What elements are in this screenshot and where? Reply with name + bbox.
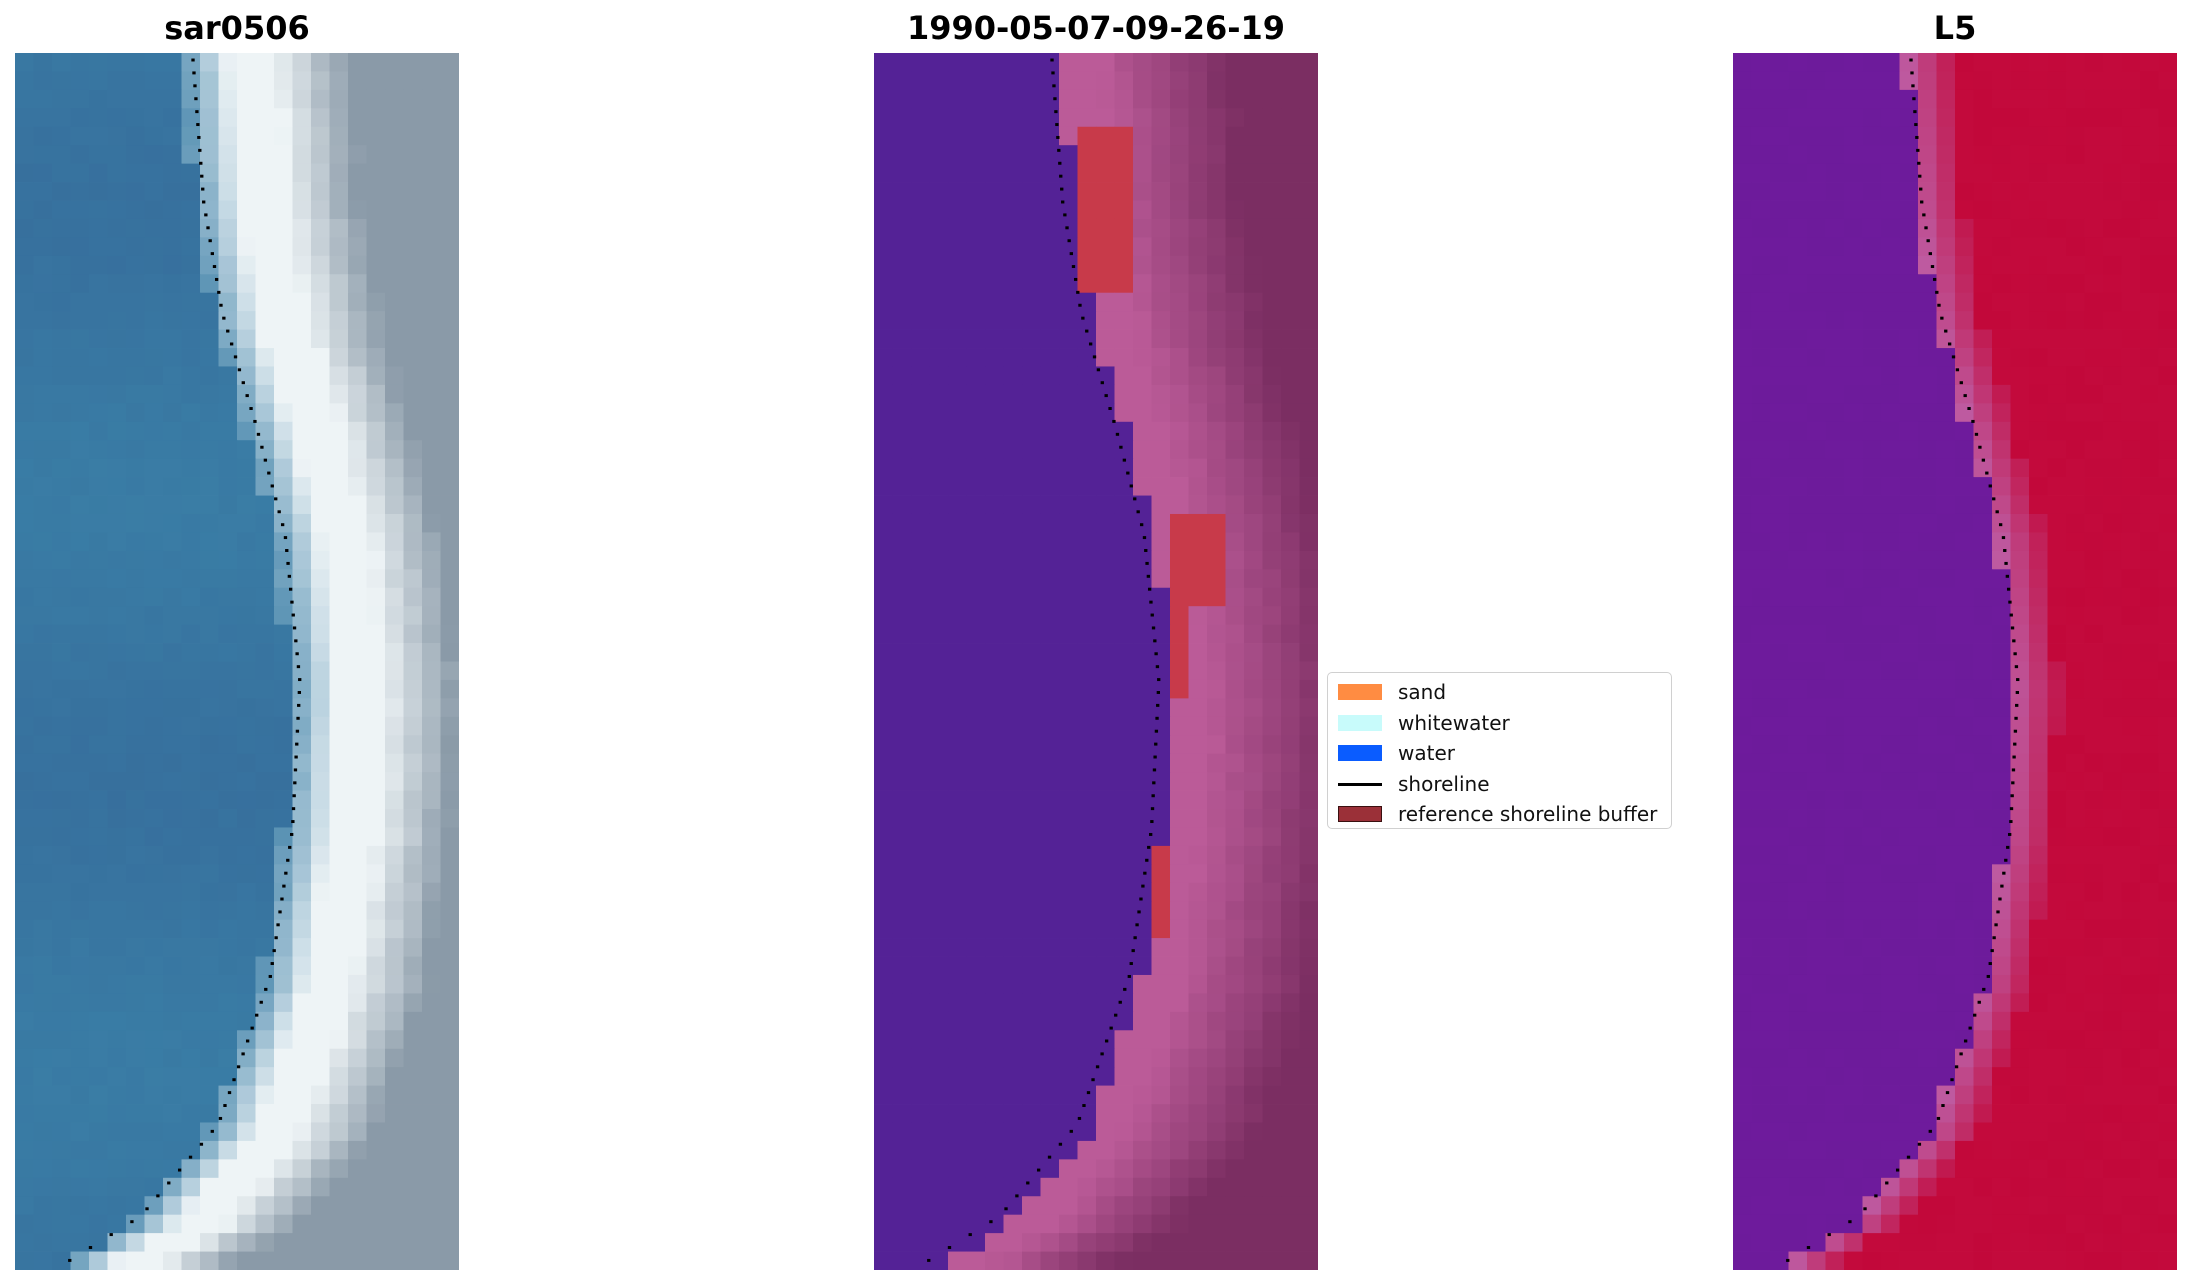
legend-label-water: water xyxy=(1398,741,1455,766)
legend-line-shoreline xyxy=(1338,776,1382,792)
index-image xyxy=(1733,53,2177,1270)
panel-title-classified: 1990-05-07-09-26-19 xyxy=(906,9,1286,47)
legend-label-sand: sand xyxy=(1398,680,1447,705)
legend-label-shoreline: shoreline xyxy=(1398,771,1490,796)
classified-image-panel xyxy=(874,53,1318,1270)
legend-item-shoreline: shoreline xyxy=(1338,769,1661,800)
legend-swatch-sand xyxy=(1338,684,1382,701)
legend-swatch-water xyxy=(1338,745,1382,762)
legend: sand whitewater water shoreline referenc… xyxy=(1327,672,1672,829)
rgb-image xyxy=(15,53,459,1270)
panel-title-index: L5 xyxy=(1933,9,1977,47)
panel-title-rgb: sar0506 xyxy=(164,9,310,47)
legend-swatch-whitewater xyxy=(1338,714,1382,731)
legend-label-whitewater: whitewater xyxy=(1398,710,1510,735)
legend-swatch-reference-buffer xyxy=(1338,806,1382,823)
legend-item-whitewater: whitewater xyxy=(1338,708,1661,739)
legend-item-sand: sand xyxy=(1338,677,1661,708)
index-image-panel xyxy=(1733,53,2177,1270)
legend-item-reference-buffer: reference shoreline buffer xyxy=(1338,799,1661,830)
legend-item-water: water xyxy=(1338,738,1661,769)
legend-label-reference-buffer: reference shoreline buffer xyxy=(1398,802,1658,827)
rgb-image-panel xyxy=(15,53,459,1270)
classified-image xyxy=(874,53,1318,1270)
